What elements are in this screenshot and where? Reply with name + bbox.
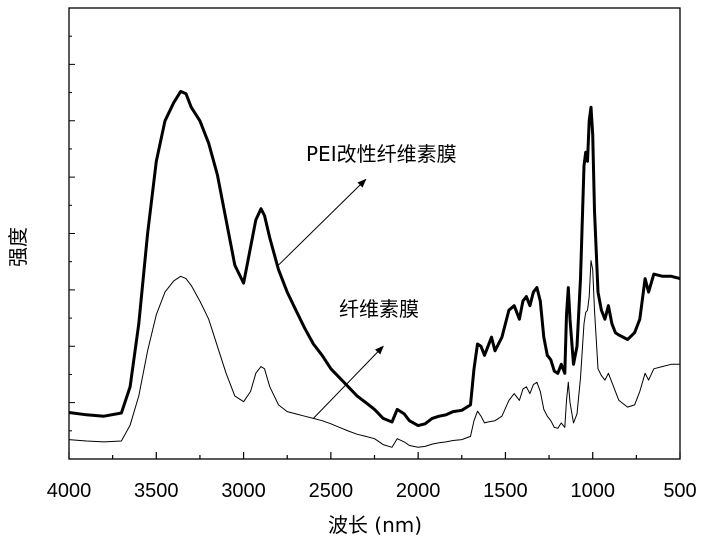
x-tick-label: 500 bbox=[663, 480, 696, 502]
x-tick-label: 1000 bbox=[570, 480, 615, 502]
x-axis-title: 波长 (nm) bbox=[328, 513, 422, 537]
annotation-label-cellulose: 纤维素膜 bbox=[339, 297, 419, 321]
x-axis-tick-labels: 4000 3500 3000 2500 2000 1500 1000 500 bbox=[47, 480, 697, 502]
plot-frame bbox=[69, 8, 680, 459]
x-tick-label: 4000 bbox=[47, 480, 92, 502]
y-axis-title: 强度 bbox=[6, 227, 30, 267]
x-tick-label: 3500 bbox=[134, 480, 179, 502]
x-tick-label: 1500 bbox=[483, 480, 528, 502]
series-line-cellulose-membrane bbox=[69, 261, 680, 448]
annotation-label-pei: PEI改性纤维素膜 bbox=[306, 142, 457, 166]
x-axis-ticks bbox=[69, 452, 680, 459]
annotation-arrow-pei bbox=[278, 179, 365, 265]
x-tick-label: 2000 bbox=[396, 480, 441, 502]
y-axis-ticks bbox=[69, 8, 75, 459]
x-tick-label: 3000 bbox=[221, 480, 266, 502]
x-tick-label: 2500 bbox=[309, 480, 354, 502]
